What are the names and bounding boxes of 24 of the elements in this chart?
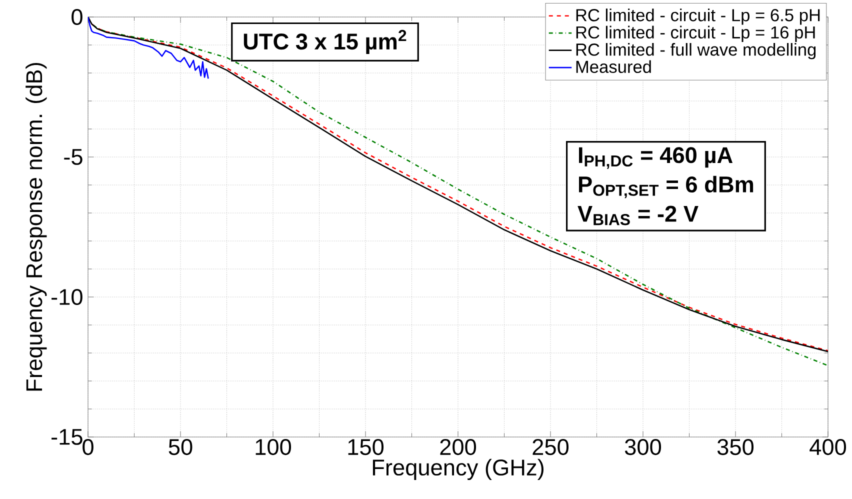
- x-tick-label: 50: [168, 439, 192, 456]
- x-tick-label: 250: [532, 439, 569, 456]
- x-tick-label: 400: [810, 439, 846, 456]
- x-tick-label: 350: [717, 439, 754, 456]
- y-axis-title: Frequency Response norm. (dB): [26, 62, 47, 391]
- y-tick-label: 0: [72, 8, 82, 26]
- legend-label: RC limited - circuit - Lp = 16 pH: [576, 26, 815, 42]
- line-series: [88, 16, 209, 80]
- legend-label: RC limited - full wave modelling: [576, 43, 816, 60]
- x-tick-label: 150: [348, 439, 384, 456]
- annotation: P$_{OPT,SET}$ = 6 dBm: [579, 176, 754, 198]
- legend-label: RC limited - circuit - Lp = 6.5 pH: [576, 8, 820, 25]
- annotation: I$_{PH,DC}$ = 460 µA: [579, 147, 733, 169]
- y-tick-label: -15: [52, 429, 82, 445]
- x-tick-label: 100: [256, 439, 292, 456]
- annotation: UTC 3 x 15 µm$^{2}$: [244, 30, 406, 54]
- x-tick-label: 300: [624, 439, 662, 456]
- legend-label: Measured: [576, 60, 651, 73]
- y-tick-label: -5: [64, 149, 82, 165]
- x-tick-label: 200: [440, 439, 476, 456]
- x-axis-title: Frequency (GHz): [372, 458, 544, 480]
- x-tick-label: 0: [82, 439, 94, 456]
- annotation: V$_{BIAS}$ = -2 V: [578, 206, 698, 226]
- y-tick-label: -10: [52, 288, 82, 306]
